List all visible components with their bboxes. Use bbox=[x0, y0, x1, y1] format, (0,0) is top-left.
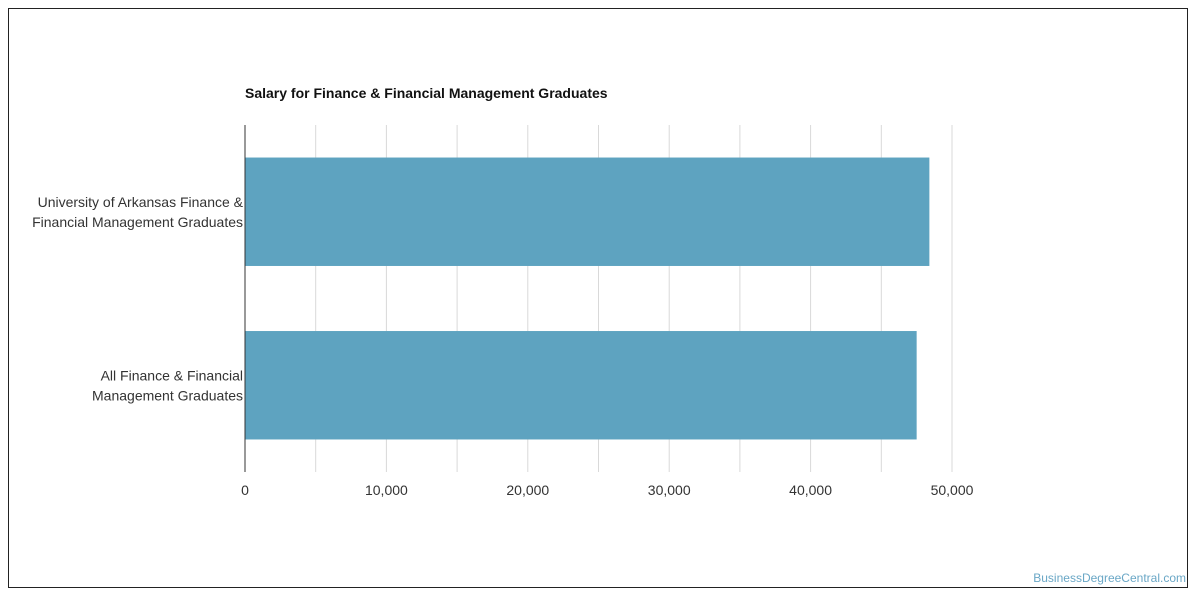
watermark-link[interactable]: BusinessDegreeCentral.com bbox=[1033, 571, 1186, 585]
x-tick-label: 40,000 bbox=[789, 482, 832, 498]
category-label: Management Graduates bbox=[92, 387, 243, 403]
x-tick-label: 30,000 bbox=[648, 482, 691, 498]
x-tick-label: 0 bbox=[241, 482, 249, 498]
category-label: University of Arkansas Finance & bbox=[38, 194, 244, 210]
chart-title: Salary for Finance & Financial Managemen… bbox=[245, 85, 608, 101]
x-tick-label: 10,000 bbox=[365, 482, 408, 498]
x-tick-label: 20,000 bbox=[506, 482, 549, 498]
category-label: Financial Management Graduates bbox=[32, 214, 243, 230]
category-label: All Finance & Financial bbox=[101, 367, 243, 383]
bar bbox=[245, 157, 930, 266]
bar bbox=[245, 331, 917, 440]
x-tick-label: 50,000 bbox=[931, 482, 974, 498]
